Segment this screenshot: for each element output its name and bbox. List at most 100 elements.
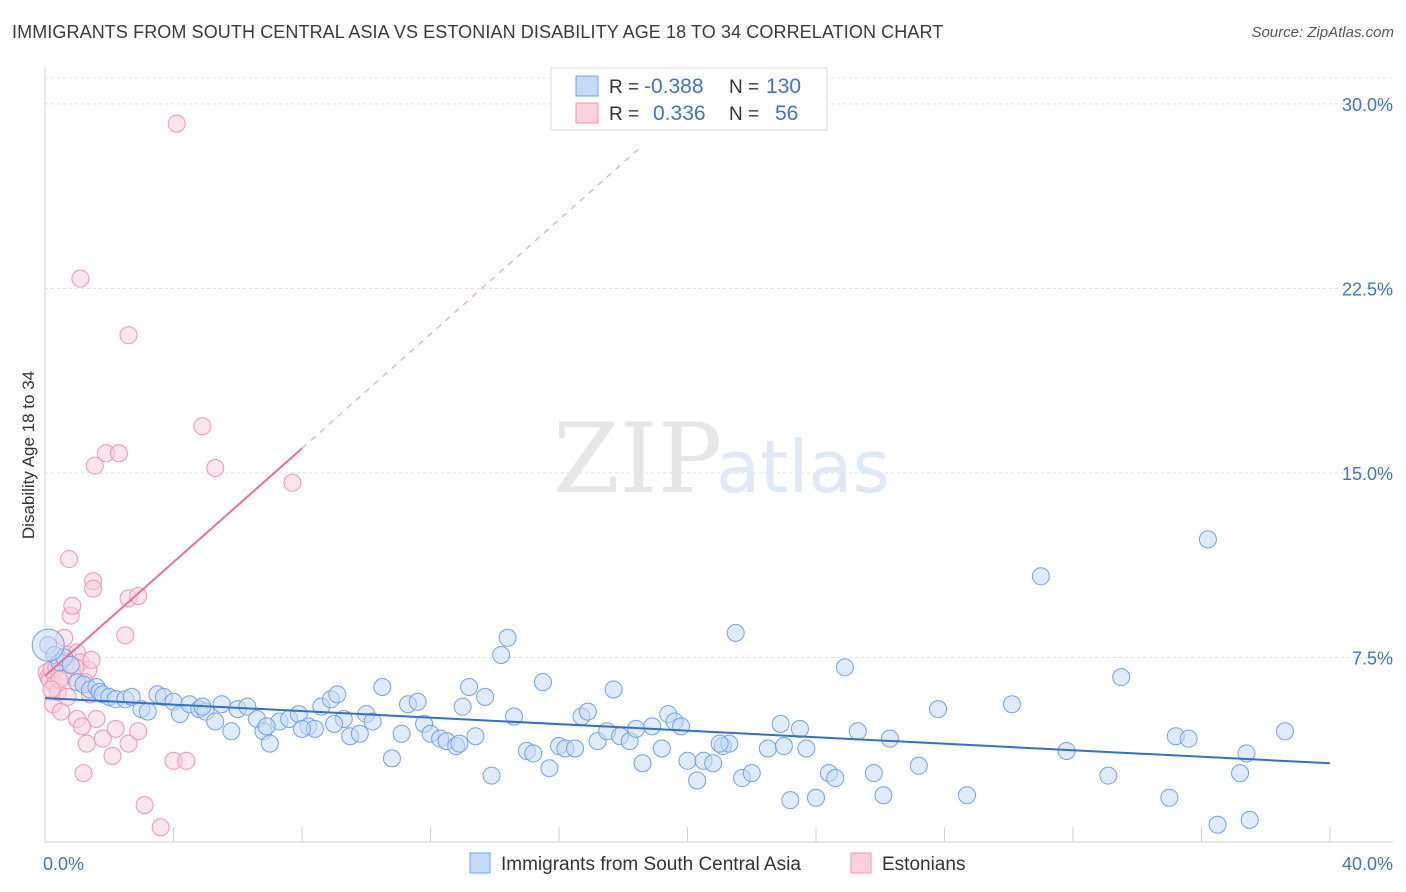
estonians-point-18: [74, 764, 93, 783]
south-central-asia-point-95: [790, 719, 809, 738]
south-central-asia-point-112: [1112, 668, 1131, 687]
south-central-asia-point-122: [325, 714, 344, 733]
chart-title: IMMIGRANTS FROM SOUTH CENTRAL ASIA VS ES…: [12, 22, 944, 42]
x-tick-labels: 0.0% 40.0%: [43, 854, 1393, 874]
south-central-asia-point-103: [874, 786, 893, 805]
south-central-asia-point-25: [212, 695, 231, 714]
south-central-asia-point-60: [492, 646, 511, 665]
south-central-asia-point-113: [1160, 788, 1179, 807]
south-central-asia-point-57: [466, 727, 485, 746]
legend-bottom-swatch-blue: [469, 852, 491, 874]
south-central-asia-point-31: [260, 734, 279, 753]
estonians-point-30: [109, 444, 128, 463]
y-tick-labels: 7.5% 15.0% 22.5% 30.0%: [1342, 95, 1393, 669]
south-central-asia-point-89: [726, 623, 745, 642]
south-central-asia-point-83: [678, 751, 697, 770]
south-central-asia-point-92: [758, 739, 777, 758]
legend-series: Immigrants from South Central Asia Eston…: [469, 852, 965, 875]
estonians-point-45: [71, 269, 90, 288]
south-central-asia-point-80: [652, 739, 671, 758]
south-central-asia-point-111: [1099, 766, 1118, 785]
south-central-asia-point-108: [1002, 695, 1021, 714]
south-central-asia-point-97: [807, 788, 825, 807]
y-tick-label-2: 22.5%: [1342, 279, 1393, 299]
estonians-point-28: [103, 746, 122, 765]
legend-r-value-pink: 0.336: [653, 102, 706, 125]
south-central-asia-point-124: [672, 717, 691, 736]
legend-n-value-blue: 130: [766, 75, 801, 98]
series-estonians-points: [37, 114, 302, 837]
south-central-asia-point-105: [909, 756, 928, 775]
south-central-asia-point-109: [1031, 567, 1050, 586]
x-tick-label-0: 0.0%: [43, 854, 84, 874]
south-central-asia-point-26: [222, 722, 241, 741]
legend-swatch-blue: [575, 75, 599, 97]
south-central-asia-point-119: [1237, 744, 1256, 763]
south-central-asia-point-71: [578, 702, 597, 721]
south-central-asia-point-39: [328, 685, 347, 704]
estonians-point-51: [82, 650, 101, 669]
estonians-point-36: [129, 722, 148, 741]
south-central-asia-cluster-marker: [31, 628, 65, 662]
estonians-point-44: [283, 473, 302, 492]
south-central-asia-point-28: [238, 697, 257, 716]
south-central-asia-point-42: [350, 724, 369, 743]
south-central-asia-point-45: [373, 678, 392, 696]
south-central-asia-point-78: [633, 754, 652, 773]
south-central-asia-point-104: [880, 729, 899, 748]
south-central-asia-point-49: [408, 692, 427, 711]
south-central-asia-point-58: [476, 687, 495, 706]
south-central-asia-point-99: [826, 769, 845, 788]
estonians-point-29: [106, 719, 125, 738]
south-central-asia-point-116: [1198, 530, 1217, 549]
watermark: ZIP atlas: [553, 403, 890, 515]
south-central-asia-point-106: [929, 700, 948, 719]
estonians-point-55: [72, 717, 91, 736]
legend-swatch-pink: [575, 102, 599, 124]
south-central-asia-point-16: [138, 702, 157, 721]
south-central-asia-point-118: [1231, 764, 1250, 783]
south-central-asia-point-65: [533, 673, 552, 692]
south-central-asia-point-91: [742, 764, 761, 783]
south-central-asia-point-74: [604, 680, 623, 699]
legend-bottom-label-blue: Immigrants from South Central Asia: [501, 854, 801, 875]
south-central-asia-point-4: [61, 655, 80, 674]
legend-bottom-swatch-pink: [850, 852, 872, 874]
trend-lines: [44, 147, 1331, 765]
south-central-asia-point-123: [450, 734, 469, 753]
y-tick-label-0: 7.5%: [1352, 648, 1393, 668]
estonians-point-37: [135, 796, 154, 815]
legend-r-label-blue: R =: [609, 77, 639, 98]
south-central-asia-point-125: [710, 734, 729, 753]
estonians-point-42: [193, 417, 212, 436]
estonians-point-35: [129, 586, 148, 605]
trend-line-south-central-asia: [44, 697, 1331, 765]
estonians-point-41: [177, 751, 196, 770]
y-tick-label-3: 30.0%: [1342, 95, 1393, 115]
watermark-atlas: atlas: [716, 425, 890, 509]
legend-n-value-pink: 56: [775, 102, 798, 125]
estonians-point-43: [206, 459, 225, 478]
x-tick-label-1: 40.0%: [1342, 854, 1393, 874]
south-central-asia-point-14: [122, 687, 141, 706]
legend-r-label-pink: R =: [609, 104, 639, 125]
estonians-point-11: [60, 550, 79, 569]
estonians-point-38: [151, 818, 170, 837]
south-central-asia-point-120: [1240, 810, 1259, 829]
south-central-asia-point-94: [781, 791, 800, 810]
south-central-asia-point-129: [293, 719, 311, 738]
south-central-asia-point-84: [688, 771, 707, 790]
south-central-asia-point-107: [957, 786, 976, 805]
south-central-asia-point-101: [848, 722, 867, 741]
trend-line-estonians: [44, 447, 303, 677]
chart-source: Source: ZipAtlas.com: [1251, 24, 1394, 41]
estonians-point-52: [42, 680, 61, 699]
south-central-asia-point-102: [864, 764, 883, 783]
legend-stats: R = -0.388 N = 130 R = 0.336 N = 56: [550, 67, 828, 131]
south-central-asia-point-56: [460, 678, 479, 696]
south-central-asia-point-121: [1276, 722, 1295, 741]
south-central-asia-point-44: [363, 712, 382, 731]
y-axis-title: Disability Age 18 to 34: [19, 371, 38, 539]
y-tick-label-1: 15.0%: [1342, 464, 1393, 484]
